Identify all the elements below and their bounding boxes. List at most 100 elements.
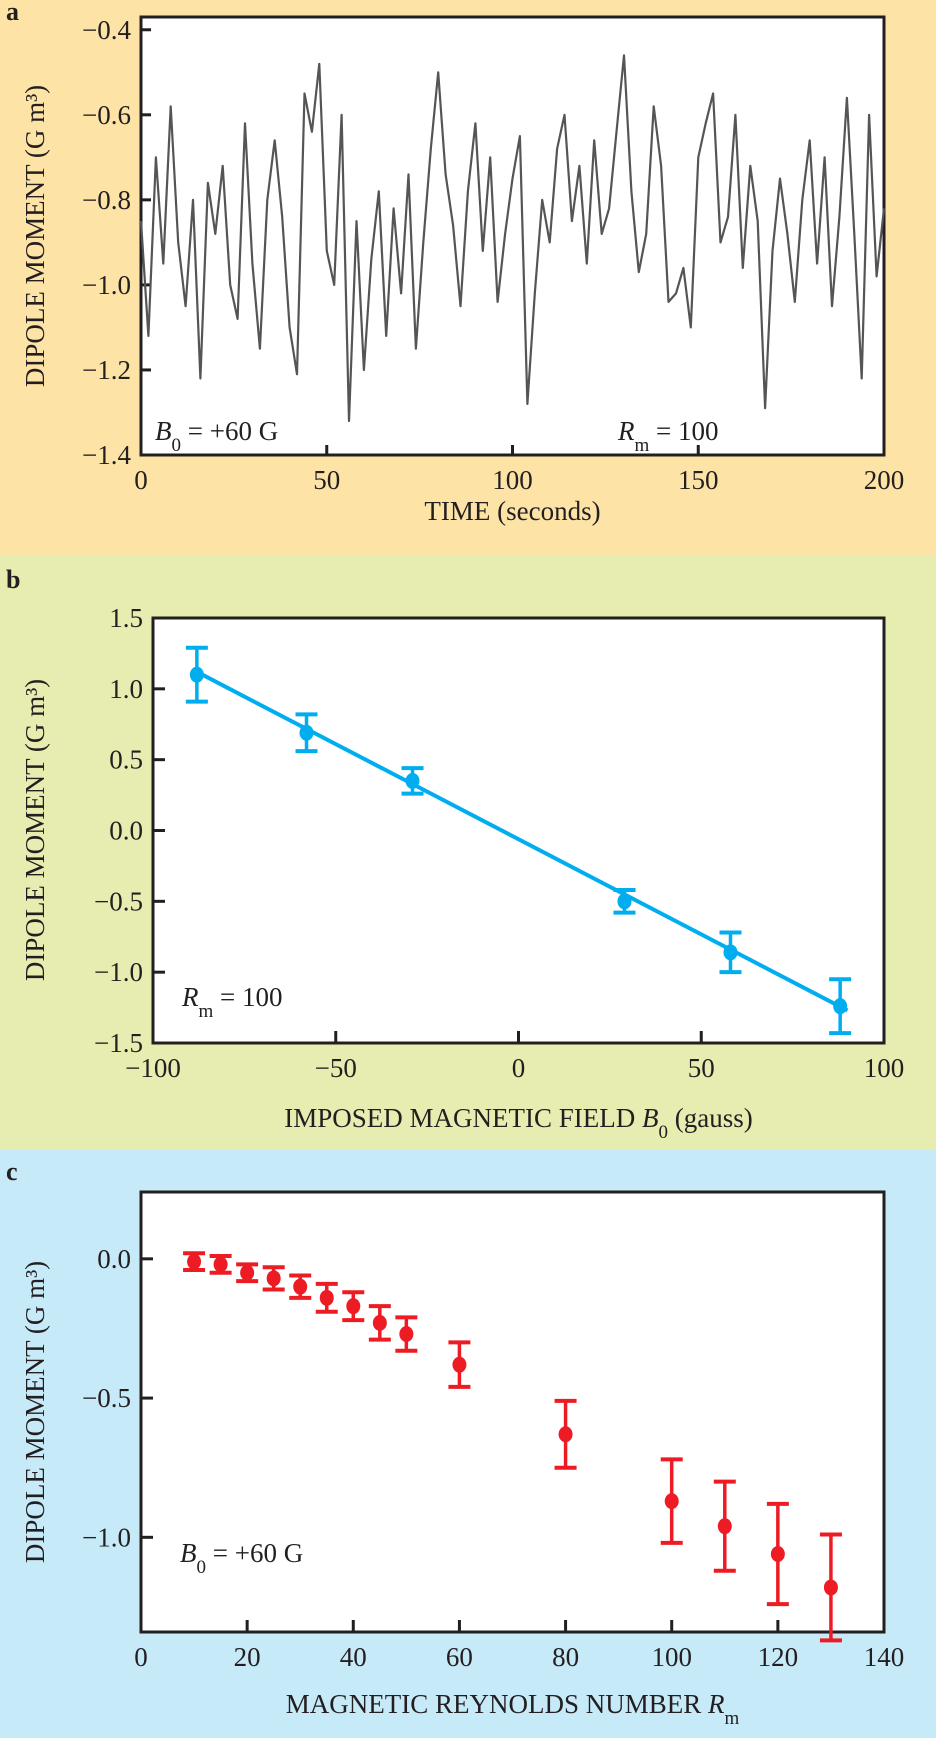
point-marker xyxy=(823,1579,838,1596)
annotation: Rm = 100 xyxy=(617,416,719,456)
annotation-symbol: B xyxy=(180,1538,197,1568)
point-marker xyxy=(723,944,738,961)
annotation-subscript: 0 xyxy=(197,1557,207,1578)
x-axis-label-text: MAGNETIC REYNOLDS NUMBER xyxy=(286,1689,708,1719)
data-point xyxy=(395,1315,418,1353)
data-point xyxy=(209,1254,232,1275)
x-tick-label: 40 xyxy=(340,1642,367,1672)
data-point xyxy=(766,1501,789,1607)
annotation: B0 = +60 G xyxy=(180,1538,303,1578)
y-tick-label: −1.2 xyxy=(82,355,131,385)
x-tick-label: 0 xyxy=(134,465,148,495)
point-marker xyxy=(405,772,420,789)
annotation-text-rest: = 100 xyxy=(213,982,282,1012)
x-axis-label-symbol: B xyxy=(642,1103,659,1133)
data-point xyxy=(719,930,742,975)
x-tick-label: 100 xyxy=(864,1053,905,1083)
y-tick-label: −1.5 xyxy=(94,1028,143,1058)
data-point xyxy=(554,1398,577,1470)
x-tick-label: 100 xyxy=(492,465,533,495)
point-marker xyxy=(717,1518,732,1535)
panel-c-label: c xyxy=(6,1157,18,1186)
x-axis-label-text: IMPOSED MAGNETIC FIELD xyxy=(284,1103,642,1133)
point-marker xyxy=(240,1264,255,1281)
x-tick-label: 0 xyxy=(134,1642,148,1672)
point-marker xyxy=(452,1356,467,1373)
x-tick-label: −100 xyxy=(125,1053,181,1083)
x-tick-label: 100 xyxy=(651,1642,692,1672)
data-point xyxy=(401,766,424,796)
y-tick-label: 0.0 xyxy=(109,816,143,846)
y-tick-label: −1.4 xyxy=(82,440,131,470)
panel-a-chart: 0 50 100 150 200 −1.4 −1.2 −1.0 −0.8 −0.6 −0.4 DIPO… xyxy=(20,15,904,526)
plot-area xyxy=(139,15,886,457)
y-tick-label: −0.6 xyxy=(82,100,131,130)
data-point xyxy=(236,1262,259,1284)
panel-b-label: b xyxy=(6,565,20,594)
point-marker xyxy=(319,1289,334,1306)
y-tick-label: −0.5 xyxy=(94,886,143,916)
point-marker xyxy=(833,998,848,1015)
x-tick-label: 200 xyxy=(864,465,905,495)
panel-b-chart: −100 −50 0 50 100 −1.5 −1.0 −0.5 0.0 0.5 1.0 1.5 DIP… xyxy=(20,603,904,1143)
plot-area xyxy=(151,616,886,1045)
x-axis-label: TIME (seconds) xyxy=(424,496,600,526)
annotation-text-rest: = 100 xyxy=(649,416,718,446)
point-marker xyxy=(558,1426,573,1443)
x-tick-label: 50 xyxy=(688,1053,715,1083)
y-tick-label: 1.0 xyxy=(109,674,143,704)
data-point xyxy=(289,1273,312,1300)
data-point xyxy=(342,1290,365,1323)
x-axis-label-text-rest: (gauss) xyxy=(668,1103,753,1133)
point-marker xyxy=(372,1314,387,1331)
y-tick-label: 1.5 xyxy=(109,603,143,633)
y-tick-label: 0.5 xyxy=(109,745,143,775)
annotation-subscript: m xyxy=(199,1001,214,1022)
x-tick-label: −50 xyxy=(315,1053,357,1083)
x-tick-label: 60 xyxy=(446,1642,473,1672)
y-tick-label: −0.4 xyxy=(82,15,131,45)
x-tick-label: 0 xyxy=(512,1053,526,1083)
point-marker xyxy=(664,1493,679,1510)
point-marker xyxy=(770,1546,785,1563)
annotation: Rm = 100 xyxy=(181,982,283,1022)
point-marker xyxy=(346,1298,361,1315)
y-axis-label: DIPOLE MOMENT (G m³) xyxy=(20,1261,50,1563)
x-tick-label: 80 xyxy=(552,1642,579,1672)
annotation-text-rest: = +60 G xyxy=(206,1538,303,1568)
annotation-symbol: B xyxy=(155,416,172,446)
x-axis-label-symbol: R xyxy=(707,1689,725,1719)
panel-a-label: a xyxy=(6,0,19,26)
data-point xyxy=(819,1532,842,1643)
data-point xyxy=(660,1457,683,1545)
point-marker xyxy=(187,1253,202,1270)
annotation-symbol: R xyxy=(181,982,199,1012)
x-axis-label-subscript: m xyxy=(724,1708,739,1729)
point-marker xyxy=(189,666,204,683)
y-tick-label: −1.0 xyxy=(94,957,143,987)
x-axis-label-subscript: 0 xyxy=(659,1122,669,1143)
data-point xyxy=(295,712,318,754)
y-tick-label: −0.8 xyxy=(82,185,131,215)
x-tick-label: 140 xyxy=(864,1642,905,1672)
annotation-text-rest: = +60 G xyxy=(181,416,278,446)
point-marker xyxy=(293,1278,308,1295)
x-axis-label: IMPOSED MAGNETIC FIELD B0 (gauss) xyxy=(284,1103,752,1143)
annotation-subscript: 0 xyxy=(172,435,182,456)
x-axis-label: MAGNETIC REYNOLDS NUMBER Rm xyxy=(286,1689,740,1729)
x-tick-label: 120 xyxy=(758,1642,799,1672)
data-point xyxy=(448,1340,471,1389)
point-marker xyxy=(617,893,632,910)
data-point xyxy=(713,1479,736,1573)
y-axis-label: DIPOLE MOMENT (G m³) xyxy=(20,85,50,387)
data-point xyxy=(262,1265,285,1292)
y-tick-label: −1.0 xyxy=(82,270,131,300)
data-point xyxy=(185,645,208,704)
data-point xyxy=(183,1251,206,1272)
point-marker xyxy=(213,1256,228,1273)
panel-c-chart: 0 20 40 60 80 100 120 140 −1.0 −0.5 0.0 DIPOLE MOME… xyxy=(20,1190,905,1729)
x-tick-label: 150 xyxy=(678,465,719,495)
data-point xyxy=(613,888,636,915)
y-tick-label: −0.5 xyxy=(82,1383,131,1413)
